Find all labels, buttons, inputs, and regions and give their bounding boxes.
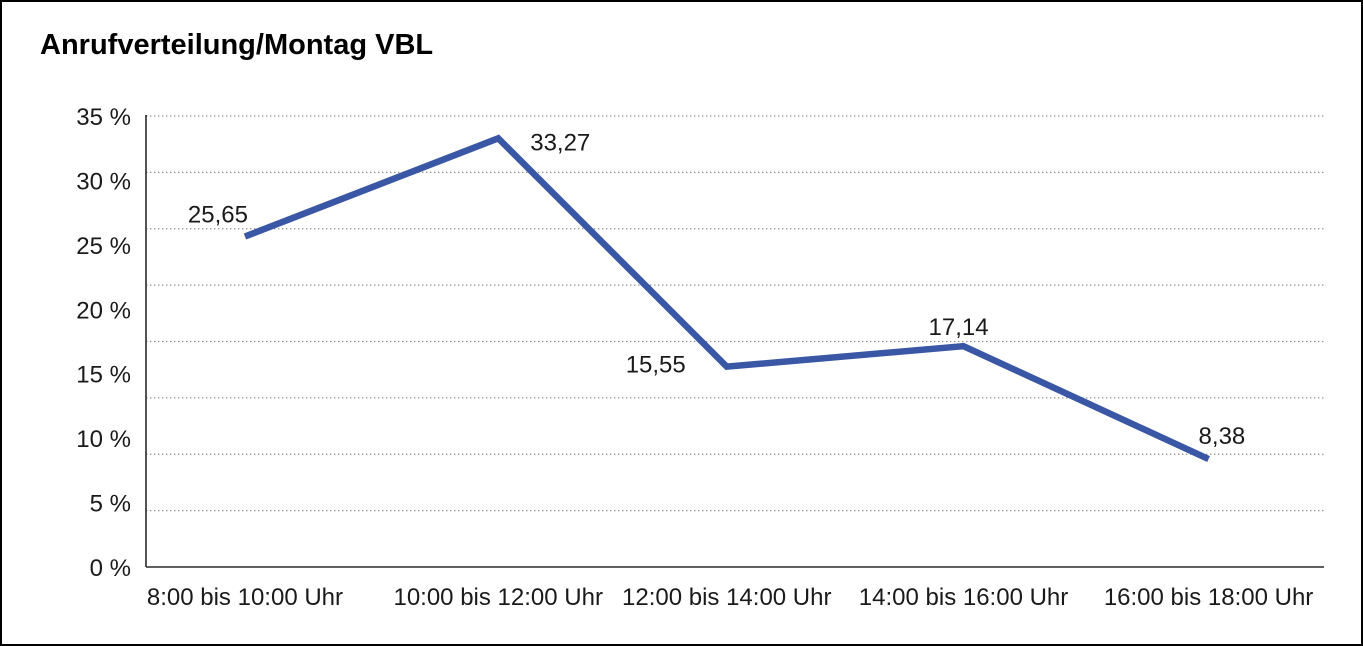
data-line-series [243,134,1210,462]
value-label: 33,27 [530,129,590,156]
x-category-label: 14:00 bis 16:00 Uhr [859,584,1068,611]
y-tick-label: 30 % [76,168,131,195]
chart-title: Anrufverteilung/Montag VBL [40,29,434,61]
x-category-label: 10:00 bis 12:00 Uhr [393,584,602,611]
y-tick-label: 15 % [76,362,131,389]
x-category-label: 12:00 bis 14:00 Uhr [622,584,831,611]
y-tick-label: 5 % [90,491,131,518]
x-category-label: 16:00 bis 18:00 Uhr [1104,584,1313,611]
y-tick-label: 25 % [76,233,131,260]
value-label: 25,65 [188,201,248,228]
x-category-label: 8:00 bis 10:00 Uhr [147,584,343,611]
value-label: 15,55 [626,352,686,379]
y-tick-label: 20 % [76,297,131,324]
value-label: 8,38 [1199,423,1246,450]
y-tick-label: 35 % [76,104,131,131]
y-tick-label: 0 % [90,555,131,582]
value-label: 17,14 [929,314,989,341]
y-tick-label: 10 % [76,426,131,453]
